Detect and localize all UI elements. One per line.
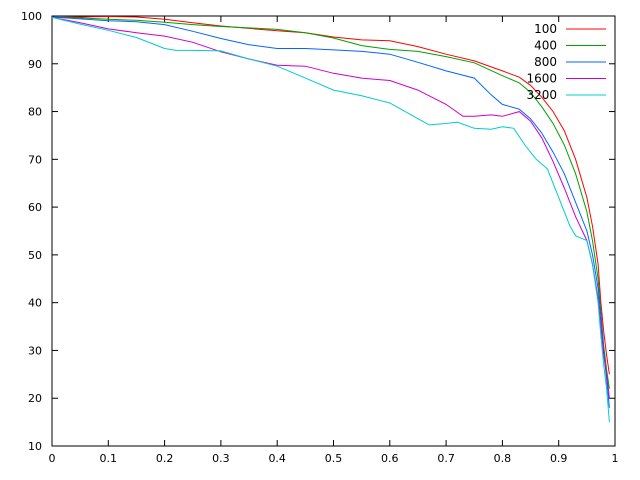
- y-tick-label: 70: [28, 153, 42, 166]
- series-line-800: [51, 16, 610, 408]
- series-line-400: [51, 16, 610, 389]
- legend-label-800: 800: [534, 55, 557, 69]
- legend: 100 400 800 1600 3200: [526, 22, 606, 102]
- x-tick-label: 0.7: [437, 452, 455, 465]
- y-tick-label: 60: [28, 201, 42, 214]
- x-tick-label: 0.6: [381, 452, 399, 465]
- legend-label-400: 400: [534, 39, 557, 53]
- x-tick-label: 0.5: [325, 452, 343, 465]
- y-tick-label: 30: [28, 344, 42, 357]
- x-tick-label: 1: [612, 452, 619, 465]
- y-tick-label: 90: [28, 58, 42, 71]
- x-tick-label: 0.8: [494, 452, 512, 465]
- legend-label-100: 100: [534, 22, 557, 36]
- series-line-3200: [51, 16, 610, 423]
- x-tick-label: 0: [49, 452, 56, 465]
- x-axis: 0 0.1 0.2 0.3 0.4 0.5 0.6 0.7 0.8 0.9 1: [49, 16, 619, 465]
- legend-label-3200: 3200: [526, 88, 557, 102]
- y-tick-label: 80: [28, 106, 42, 119]
- y-tick-label: 100: [21, 10, 42, 23]
- y-tick-label: 50: [28, 249, 42, 262]
- x-tick-label: 0.1: [100, 452, 118, 465]
- x-tick-label: 0.9: [550, 452, 568, 465]
- x-tick-label: 0.2: [156, 452, 174, 465]
- x-tick-label: 0.3: [212, 452, 230, 465]
- y-tick-label: 40: [28, 297, 42, 310]
- y-tick-label: 20: [28, 392, 42, 405]
- series-lines: [51, 15, 610, 423]
- x-tick-label: 0.4: [268, 452, 286, 465]
- series-line-100: [51, 15, 610, 375]
- y-tick-label: 10: [28, 440, 42, 453]
- y-axis: 10 20 30 40 50 60 70 80 90 100: [21, 10, 615, 453]
- legend-label-1600: 1600: [526, 72, 557, 86]
